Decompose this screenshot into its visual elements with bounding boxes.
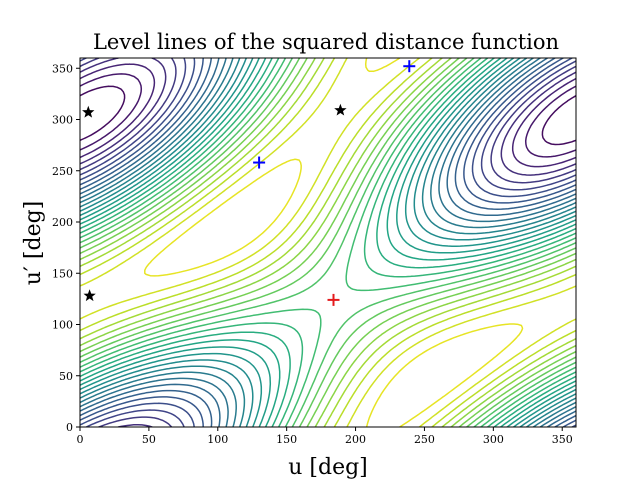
contour-line (80, 58, 576, 427)
y-tick-label: 0 (66, 421, 73, 434)
y-tick-label: 300 (52, 114, 73, 127)
x-axis-ticks: 0 50 100 150 200 250 300 350 (77, 427, 573, 446)
y-tick-label: 350 (52, 62, 73, 75)
minimum-marker (327, 293, 340, 306)
star-2-marker (334, 103, 347, 116)
contour-lines (80, 58, 576, 427)
contour-line (80, 58, 576, 427)
contour-line (80, 73, 576, 158)
contour-line (80, 58, 576, 427)
contour-line (80, 58, 576, 427)
contour-line (80, 58, 576, 427)
y-tick-label: 200 (52, 216, 73, 229)
contour-line (80, 58, 576, 427)
contour-line (80, 85, 576, 146)
contour-line (80, 58, 576, 427)
contour-line (80, 58, 576, 427)
contour-line (80, 58, 576, 427)
point-b-marker (403, 60, 416, 73)
x-tick-label: 200 (345, 433, 366, 446)
contour-line (80, 63, 576, 168)
markers (82, 60, 416, 306)
y-tick-label: 50 (59, 370, 73, 383)
contour-line (80, 58, 576, 427)
x-tick-label: 0 (77, 433, 84, 446)
x-tick-label: 250 (414, 433, 435, 446)
y-tick-label: 150 (52, 267, 73, 280)
contour-line (80, 58, 576, 427)
y-axis-label: u′ [deg] (21, 201, 46, 286)
contour-line (144, 58, 524, 427)
x-tick-label: 50 (142, 433, 156, 446)
x-axis-label: u [deg] (288, 455, 368, 480)
plot-frame (79, 57, 577, 428)
y-tick-label: 100 (52, 319, 73, 332)
y-tick-label: 250 (52, 165, 73, 178)
x-tick-label: 350 (552, 433, 573, 446)
contour-line (80, 58, 576, 427)
contour-line (80, 58, 576, 427)
contour-line (80, 58, 576, 427)
star-3-marker (83, 289, 96, 302)
contour-line (80, 58, 576, 427)
y-axis-ticks: 0 50 100 150 200 250 300 350 (52, 62, 80, 434)
x-tick-label: 150 (276, 433, 297, 446)
x-tick-label: 100 (207, 433, 228, 446)
chart-title: Level lines of the squared distance func… (93, 30, 559, 54)
point-a-marker (253, 156, 266, 169)
contour-line (80, 58, 576, 427)
contour-line (80, 58, 576, 427)
star-1-marker (82, 105, 95, 118)
x-tick-label: 300 (483, 433, 504, 446)
contour-line (80, 58, 576, 427)
